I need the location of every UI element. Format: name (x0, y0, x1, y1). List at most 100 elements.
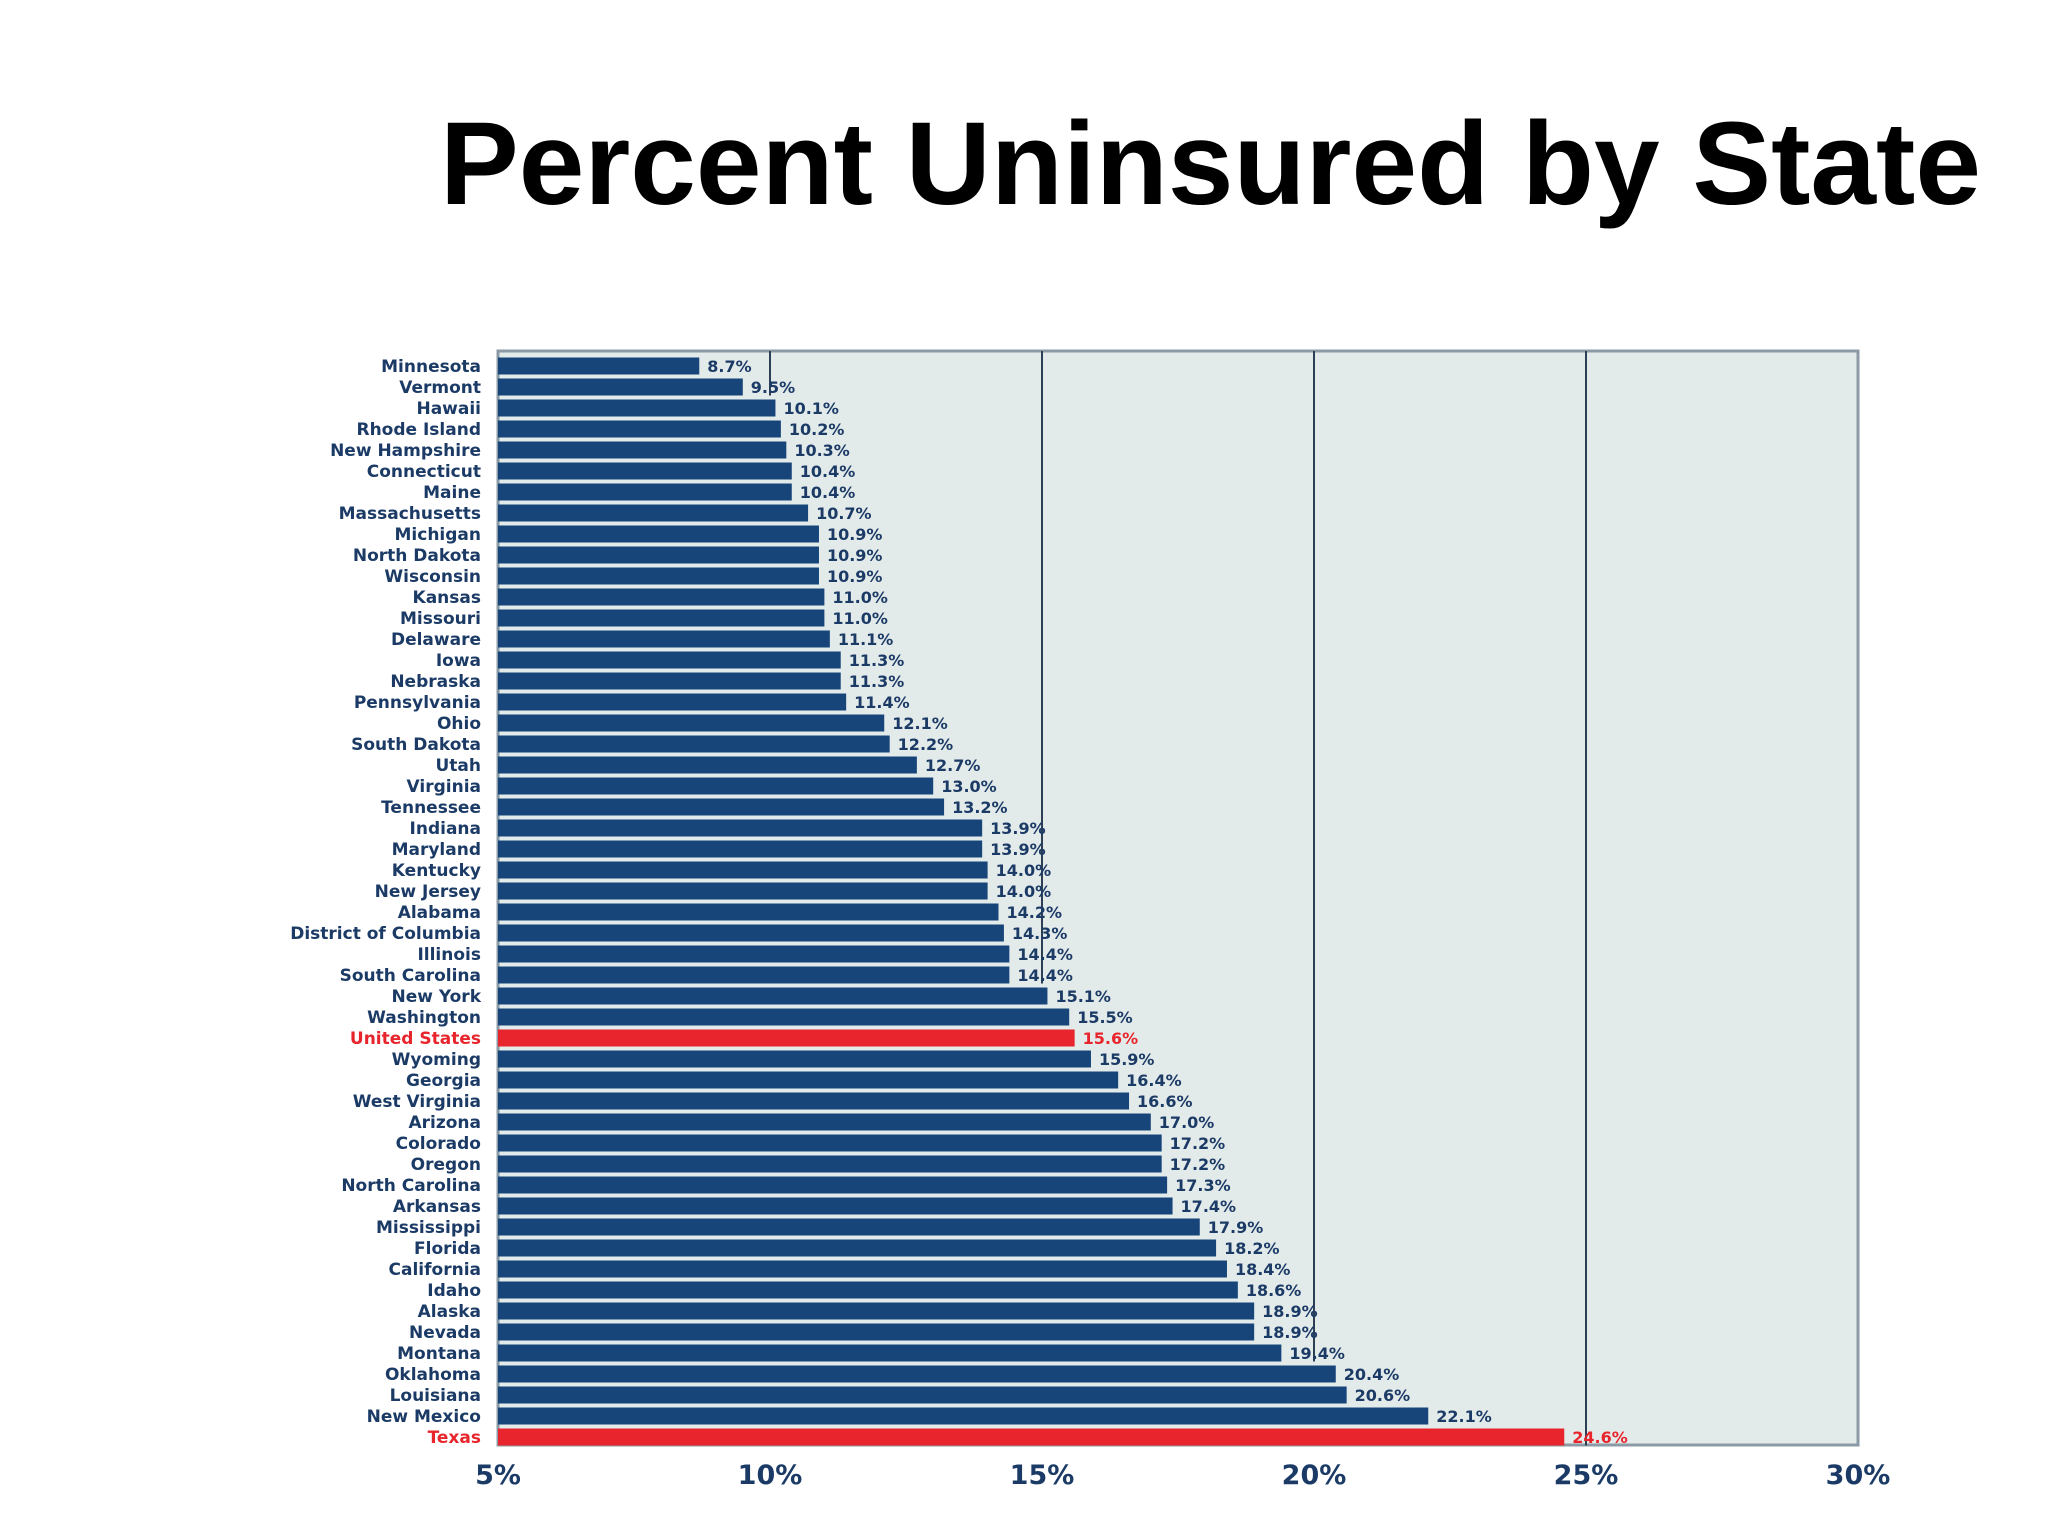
value-label-new-mexico: 22.1% (1436, 1407, 1492, 1426)
bar-vermont (498, 378, 743, 396)
bar-indiana (498, 819, 983, 837)
category-label-north-carolina: North Carolina (341, 1176, 481, 1196)
category-label-california: California (389, 1260, 481, 1280)
bar-district-of-columbia (498, 924, 1004, 942)
category-label-montana: Montana (397, 1344, 481, 1364)
category-label-maryland: Maryland (392, 840, 481, 860)
category-label-mississippi: Mississippi (376, 1218, 481, 1238)
category-label-new-jersey: New Jersey (375, 882, 481, 902)
category-label-united-states: United States (350, 1029, 481, 1049)
bar-new-mexico (498, 1407, 1429, 1425)
category-label-new-hampshire: New Hampshire (330, 441, 481, 461)
value-label-montana: 19.4% (1289, 1344, 1345, 1363)
value-label-alaska: 18.9% (1262, 1302, 1318, 1321)
bar-maryland (498, 840, 983, 858)
bar-new-jersey (498, 882, 988, 900)
bar-south-dakota (498, 735, 890, 753)
category-label-washington: Washington (367, 1008, 481, 1028)
value-label-illinois: 14.4% (1017, 945, 1073, 964)
category-label-delaware: Delaware (391, 630, 481, 650)
category-label-west-virginia: West Virginia (353, 1092, 481, 1112)
value-label-georgia: 16.4% (1126, 1071, 1182, 1090)
bar-massachusetts (498, 504, 809, 522)
category-label-new-mexico: New Mexico (367, 1407, 481, 1427)
category-label-virginia: Virginia (407, 777, 481, 797)
value-label-minnesota: 8.7% (707, 357, 751, 376)
value-label-arkansas: 17.4% (1181, 1197, 1237, 1216)
bar-washington (498, 1008, 1070, 1026)
bar-wyoming (498, 1050, 1091, 1068)
category-label-colorado: Colorado (396, 1134, 481, 1154)
category-label-north-dakota: North Dakota (353, 546, 481, 566)
category-label-wyoming: Wyoming (392, 1050, 481, 1070)
value-label-iowa: 11.3% (849, 651, 905, 670)
category-label-vermont: Vermont (399, 378, 481, 398)
value-label-west-virginia: 16.6% (1137, 1092, 1193, 1111)
bar-new-hampshire (498, 441, 787, 459)
value-label-nebraska: 11.3% (849, 672, 905, 691)
category-label-indiana: Indiana (410, 819, 481, 839)
bar-iowa (498, 651, 841, 669)
bar-kentucky (498, 861, 988, 879)
bar-louisiana (498, 1386, 1347, 1404)
value-label-kansas: 11.0% (832, 588, 888, 607)
value-label-district-of-columbia: 14.3% (1012, 924, 1068, 943)
bar-georgia (498, 1071, 1119, 1089)
category-label-district-of-columbia: District of Columbia (290, 924, 481, 944)
bar-arizona (498, 1113, 1151, 1131)
bar-new-york (498, 987, 1048, 1005)
value-label-utah: 12.7% (925, 756, 981, 775)
value-label-florida: 18.2% (1224, 1239, 1280, 1258)
value-label-new-jersey: 14.0% (996, 882, 1052, 901)
bar-delaware (498, 630, 830, 648)
x-tick-label-20: 20% (1282, 1460, 1347, 1491)
category-label-alaska: Alaska (418, 1302, 481, 1322)
category-label-maine: Maine (423, 483, 481, 503)
bars (498, 357, 1565, 1446)
value-label-idaho: 18.6% (1246, 1281, 1302, 1300)
bar-north-dakota (498, 546, 819, 564)
bar-oklahoma (498, 1365, 1336, 1383)
bar-montana (498, 1344, 1282, 1362)
category-label-arkansas: Arkansas (393, 1197, 481, 1217)
bar-arkansas (498, 1197, 1173, 1215)
value-label-ohio: 12.1% (892, 714, 948, 733)
category-label-hawaii: Hawaii (416, 399, 481, 419)
bar-kansas (498, 588, 825, 606)
category-label-south-carolina: South Carolina (340, 966, 481, 986)
category-label-texas: Texas (428, 1428, 481, 1448)
value-label-colorado: 17.2% (1170, 1134, 1226, 1153)
value-label-south-dakota: 12.2% (898, 735, 954, 754)
bar-virginia (498, 777, 934, 795)
value-label-virginia: 13.0% (941, 777, 997, 796)
category-label-iowa: Iowa (436, 651, 481, 671)
page-title: Percent Uninsured by State (440, 98, 1981, 230)
category-label-missouri: Missouri (400, 609, 481, 629)
value-label-nevada: 18.9% (1262, 1323, 1318, 1342)
value-label-connecticut: 10.4% (800, 462, 856, 481)
value-label-oklahoma: 20.4% (1344, 1365, 1400, 1384)
value-label-indiana: 13.9% (990, 819, 1046, 838)
category-label-new-york: New York (392, 987, 482, 1007)
bar-wisconsin (498, 567, 819, 585)
category-label-michigan: Michigan (395, 525, 482, 545)
bar-florida (498, 1239, 1217, 1257)
category-label-pennsylvania: Pennsylvania (354, 693, 481, 713)
bar-alabama (498, 903, 999, 921)
category-label-ohio: Ohio (437, 714, 481, 734)
value-label-south-carolina: 14.4% (1017, 966, 1073, 985)
value-labels: 8.7%9.5% 10.1% 10.2% 10.3% 10.4% 10.4% 10.7% 10… (707, 357, 1627, 1447)
category-label-utah: Utah (435, 756, 481, 776)
value-label-washington: 15.5% (1077, 1008, 1133, 1027)
category-label-connecticut: Connecticut (367, 462, 481, 482)
bar-illinois (498, 945, 1010, 963)
bar-united-states (498, 1029, 1075, 1047)
value-label-pennsylvania: 11.4% (854, 693, 910, 712)
value-label-wyoming: 15.9% (1099, 1050, 1155, 1069)
bar-nevada (498, 1323, 1255, 1341)
bar-rhode-island (498, 420, 781, 438)
value-label-united-states: 15.6% (1083, 1029, 1139, 1048)
value-label-alabama: 14.2% (1006, 903, 1062, 922)
